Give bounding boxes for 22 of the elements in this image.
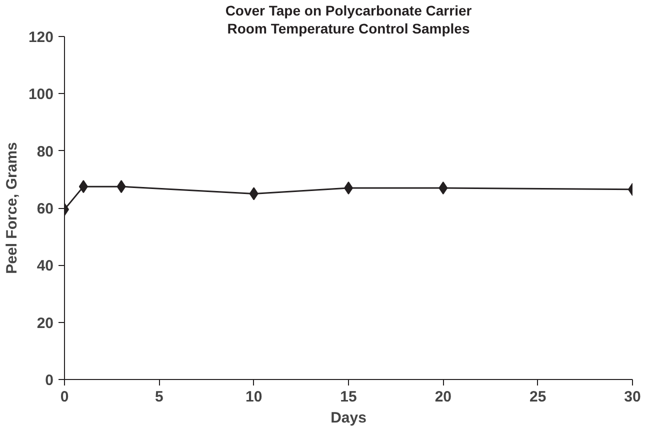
x-tick-label: 0 bbox=[60, 388, 69, 406]
x-tick-label: 25 bbox=[529, 388, 546, 406]
y-tick-label: 0 bbox=[45, 372, 54, 389]
y-tick-label: 120 bbox=[28, 29, 54, 46]
chart-title: Cover Tape on Polycarbonate Carrier bbox=[225, 2, 472, 18]
y-tick-label: 80 bbox=[36, 143, 54, 160]
y-tick-label: 100 bbox=[28, 86, 54, 104]
point bbox=[438, 181, 448, 194]
point bbox=[78, 180, 88, 194]
y-tick-label: 60 bbox=[36, 200, 54, 218]
x-axis-title: Days bbox=[330, 410, 366, 426]
x-tick-label: 30 bbox=[624, 388, 641, 406]
point bbox=[116, 180, 126, 194]
x-tick-label: 15 bbox=[340, 388, 357, 406]
chart-subtitle: Room Temperature Control Samples bbox=[227, 20, 470, 36]
x-tick-label: 5 bbox=[154, 388, 164, 406]
x-tick-label: 10 bbox=[245, 388, 262, 406]
y-tick-label: 40 bbox=[36, 258, 54, 275]
point bbox=[249, 187, 258, 200]
y-tick-label: 20 bbox=[36, 314, 54, 332]
x-tick-label: 20 bbox=[434, 388, 452, 406]
y-axis-title: Peel Force, Grams bbox=[3, 142, 20, 274]
